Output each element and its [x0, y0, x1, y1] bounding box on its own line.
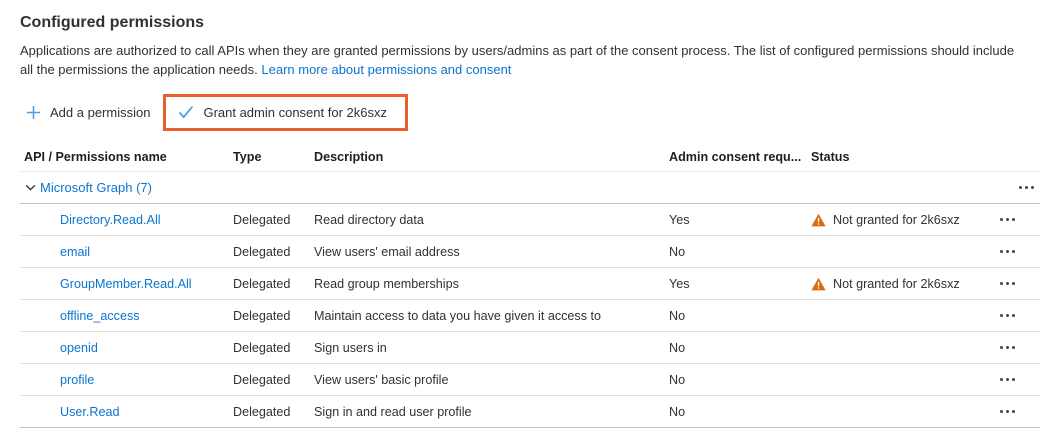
- permission-name-link[interactable]: openid: [60, 340, 98, 355]
- chevron-down-icon: [24, 181, 37, 194]
- description-text: Applications are authorized to call APIs…: [20, 43, 1015, 77]
- permission-type: Delegated: [233, 372, 291, 387]
- checkmark-icon: [178, 105, 194, 119]
- permission-name-link[interactable]: GroupMember.Read.All: [60, 276, 192, 291]
- add-permission-button[interactable]: Add a permission: [20, 99, 156, 126]
- admin-consent-required: No: [669, 308, 686, 323]
- grant-admin-consent-highlight-box: Grant admin consent for 2k6sxz: [163, 93, 408, 131]
- header-type: Type: [233, 149, 262, 164]
- permission-description: Maintain access to data you have given i…: [314, 308, 602, 323]
- permission-description: Sign in and read user profile: [314, 404, 472, 419]
- row-ellipsis-icon[interactable]: [996, 276, 1019, 291]
- permissions-table: API / Permissions name Type Description …: [20, 142, 1040, 428]
- permission-type: Delegated: [233, 340, 291, 355]
- api-group-row-microsoft-graph: Microsoft Graph (7): [20, 172, 1040, 204]
- permission-type: Delegated: [233, 276, 291, 291]
- table-row: GroupMember.Read.All Delegated Read grou…: [20, 268, 1040, 300]
- permission-type: Delegated: [233, 212, 291, 227]
- add-permission-label: Add a permission: [50, 104, 151, 120]
- table-row: Directory.Read.All Delegated Read direct…: [20, 204, 1040, 236]
- permission-name-link[interactable]: profile: [60, 372, 95, 387]
- permission-name-link[interactable]: offline_access: [60, 308, 140, 323]
- page-title: Configured permissions: [20, 14, 205, 31]
- table-row: openid Delegated Sign users in No: [20, 332, 1040, 364]
- admin-consent-required: Yes: [669, 212, 690, 227]
- permission-description: View users' email address: [314, 244, 460, 259]
- header-description: Description: [314, 149, 384, 164]
- status-cell: Not granted for 2k6sxz: [811, 213, 981, 227]
- permission-name-link[interactable]: Directory.Read.All: [60, 212, 161, 227]
- table-row: User.Read Delegated Sign in and read use…: [20, 396, 1040, 428]
- description: Applications are authorized to call APIs…: [20, 42, 1030, 79]
- permission-description: View users' basic profile: [314, 372, 449, 387]
- status-text: Not granted for 2k6sxz: [833, 212, 960, 227]
- configured-permissions-section: Configured permissions Applications are …: [20, 14, 1040, 428]
- grant-admin-consent-label: Grant admin consent for 2k6sxz: [203, 104, 387, 120]
- permission-type: Delegated: [233, 308, 291, 323]
- microsoft-graph-expander[interactable]: Microsoft Graph (7): [24, 180, 152, 195]
- header-admin-consent-required: Admin consent requ...: [669, 149, 802, 164]
- command-bar: Add a permission Grant admin consent for…: [20, 90, 1040, 134]
- warning-icon: [811, 213, 826, 227]
- status-text: Not granted for 2k6sxz: [833, 276, 960, 291]
- permission-name-link[interactable]: email: [60, 244, 91, 259]
- row-ellipsis-icon[interactable]: [996, 308, 1019, 323]
- microsoft-graph-ellipsis-icon[interactable]: [1015, 180, 1038, 195]
- table-row: offline_access Delegated Maintain access…: [20, 300, 1040, 332]
- permission-name-link[interactable]: User.Read: [60, 404, 120, 419]
- admin-consent-required: No: [669, 372, 686, 387]
- table-row: profile Delegated View users' basic prof…: [20, 364, 1040, 396]
- plus-icon: [26, 105, 41, 120]
- table-header-row: API / Permissions name Type Description …: [20, 142, 1040, 172]
- permission-description: Read directory data: [314, 212, 424, 227]
- table-row: email Delegated View users' email addres…: [20, 236, 1040, 268]
- admin-consent-required: Yes: [669, 276, 690, 291]
- permission-type: Delegated: [233, 244, 291, 259]
- microsoft-graph-label: Microsoft Graph (7): [40, 180, 152, 195]
- admin-consent-required: No: [669, 404, 686, 419]
- row-ellipsis-icon[interactable]: [996, 404, 1019, 419]
- permission-type: Delegated: [233, 404, 291, 419]
- permission-rows: Directory.Read.All Delegated Read direct…: [20, 204, 1040, 428]
- row-ellipsis-icon[interactable]: [996, 340, 1019, 355]
- row-ellipsis-icon[interactable]: [996, 212, 1019, 227]
- permission-description: Sign users in: [314, 340, 387, 355]
- header-status: Status: [811, 149, 850, 164]
- admin-consent-required: No: [669, 340, 686, 355]
- permission-description: Read group memberships: [314, 276, 459, 291]
- header-api-permissions-name: API / Permissions name: [24, 149, 167, 164]
- row-ellipsis-icon[interactable]: [996, 372, 1019, 387]
- warning-icon: [811, 277, 826, 291]
- admin-consent-required: No: [669, 244, 686, 259]
- status-cell: Not granted for 2k6sxz: [811, 277, 981, 291]
- learn-more-link[interactable]: Learn more about permissions and consent: [261, 61, 512, 77]
- row-ellipsis-icon[interactable]: [996, 244, 1019, 259]
- grant-admin-consent-button[interactable]: Grant admin consent for 2k6sxz: [172, 99, 393, 126]
